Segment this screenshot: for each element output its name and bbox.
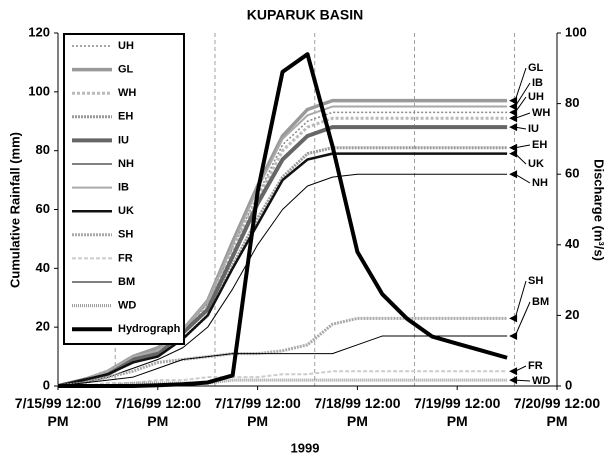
y-tick-label: 40 — [36, 260, 50, 275]
annotation: FR — [528, 360, 543, 372]
x-tick-label: 7/15/99 12:00 PM — [14, 395, 102, 429]
chart-title: KUPARUK BASIN — [247, 7, 363, 23]
legend-label: NH — [118, 158, 134, 170]
legend-label: EH — [118, 111, 133, 123]
annotation-arrow — [514, 173, 531, 184]
series-line — [57, 125, 508, 388]
annotation-arrow — [514, 280, 527, 319]
annotation: BM — [532, 296, 549, 308]
x-tick-label: 7/20/99 12:00 PM — [513, 395, 601, 429]
legend-label: UH — [118, 40, 134, 52]
annotation-arrowhead — [509, 376, 518, 385]
legend-label: WH — [118, 87, 136, 99]
y-tick-label: 80 — [36, 142, 50, 157]
annotation: UH — [528, 91, 544, 103]
series-line — [57, 316, 508, 388]
annotation: NH — [532, 177, 548, 189]
annotation: UK — [528, 158, 544, 170]
annotation-arrowhead — [509, 102, 518, 111]
legend-box — [63, 33, 185, 345]
x-tick-label: 7/18/99 12:00 PM — [314, 395, 401, 429]
annotation-arrow — [514, 67, 527, 101]
legend-label: SH — [118, 229, 133, 241]
y2-tick-label: 20 — [565, 307, 579, 322]
annotation-arrowhead — [509, 149, 518, 158]
y-tick-label: 20 — [36, 319, 50, 334]
x-tick-label: 7/16/99 12:00 PM — [114, 395, 201, 429]
x-tick-label: 7/19/99 12:00 PM — [413, 395, 501, 429]
y2-tick-label: 80 — [565, 95, 579, 110]
annotation: IU — [528, 123, 539, 135]
series-line — [58, 370, 508, 387]
annotation-arrow — [515, 144, 531, 149]
series-line — [57, 105, 508, 387]
series-line — [57, 116, 508, 388]
annotation-arrowhead — [509, 143, 518, 152]
y2-tick-label: 0 — [565, 377, 572, 392]
y2-tick-label: 60 — [565, 166, 579, 181]
annotation: IB — [532, 77, 543, 89]
legend-label: UK — [118, 205, 134, 217]
y2-tick-label: 100 — [565, 24, 587, 39]
x-axis-title: 1999 — [291, 440, 320, 455]
legend-label: FR — [118, 252, 133, 264]
series-line — [58, 52, 508, 388]
y-tick-label: 100 — [28, 83, 50, 98]
annotation-arrowhead — [509, 114, 518, 123]
annotation: GL — [528, 62, 544, 74]
annotation: SH — [528, 275, 543, 287]
annotation-arrow — [514, 82, 531, 107]
y2-axis-title: Discharge (m³/s) — [592, 159, 607, 261]
annotation-arrow — [514, 301, 531, 337]
annotation-arrowhead — [509, 123, 518, 132]
annotation-arrowhead — [509, 108, 518, 117]
annotation-arrowhead — [509, 170, 518, 179]
legend-label: IU — [118, 134, 129, 146]
x-tick-label: 7/17/99 12:00 PM — [214, 395, 301, 429]
series-line — [57, 173, 508, 387]
annotation-arrowhead — [509, 331, 518, 340]
legend-label: IB — [118, 182, 129, 194]
y-tick-label: 0 — [43, 377, 50, 392]
series-line — [58, 378, 508, 388]
y2-tick-label: 40 — [565, 236, 579, 251]
annotation-arrowhead — [509, 96, 518, 105]
y-tick-label: 60 — [36, 201, 50, 216]
annotation: EH — [532, 139, 547, 151]
legend-label: BM — [118, 276, 135, 288]
annotation-arrowhead — [509, 367, 518, 376]
annotation-arrow — [514, 112, 531, 119]
legend-label: GL — [118, 64, 134, 76]
legend-label: WD — [118, 300, 136, 312]
annotation-arrow — [515, 379, 531, 382]
legend-label: Hydrograph — [118, 323, 181, 335]
annotation: WH — [532, 107, 550, 119]
y-axis-title: Cumulative Rainfall (mm) — [7, 132, 22, 288]
annotation: WD — [532, 375, 550, 387]
y-tick-label: 120 — [28, 24, 50, 39]
annotation-arrowhead — [509, 314, 518, 323]
series-line — [57, 152, 508, 388]
